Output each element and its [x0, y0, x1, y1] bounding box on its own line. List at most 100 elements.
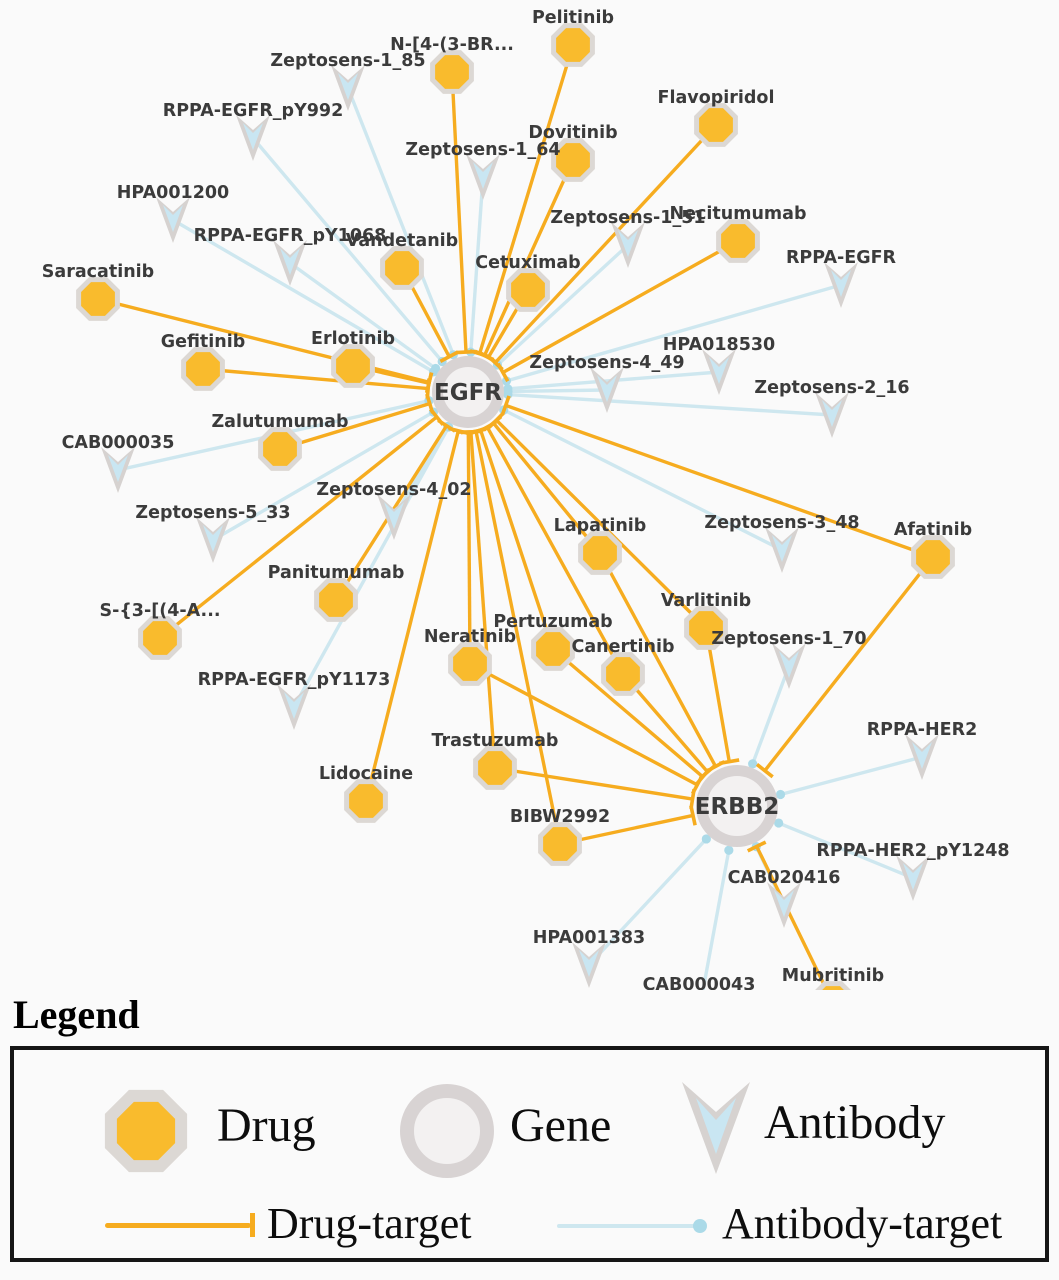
chevron-fill: [774, 890, 794, 917]
antibody-label-cab000043: CAB000043: [643, 975, 756, 990]
antibody-label-rppa-egfr: RPPA-EGFR: [786, 248, 897, 268]
drug-node-varlitinib[interactable]: [684, 606, 728, 650]
antibody-target-edge-rppa-egfr-egfr: [501, 283, 842, 386]
antibody-target-edge-rppa-her2-py1248-erbb2: [774, 818, 914, 880]
antibody-node-cab000035[interactable]: [101, 447, 135, 493]
antibody-node-hpa001200[interactable]: [156, 197, 190, 243]
antibody-target-edge-rppa-egfr-py1173-egfr: [292, 422, 454, 708]
drug-node-n-4-3-br[interactable]: [430, 50, 474, 94]
gene-node-erbb2[interactable]: ERBB2: [695, 765, 780, 847]
gene-label: EGFR: [434, 380, 502, 406]
antibody-target-edge-cab000043-erbb2: [701, 845, 734, 990]
drug-label-neratinib: Neratinib: [424, 627, 516, 647]
drug-target-edge-pelitinib-egfr: [469, 44, 575, 359]
drug-node-panitumumab[interactable]: [314, 578, 358, 622]
drug-target-edge-gefitinib-egfr: [202, 367, 431, 399]
chevron-fill: [597, 375, 617, 402]
drug-node-zalutumumab[interactable]: [258, 427, 302, 471]
antibody-node-zeptosens-1-51[interactable]: [611, 222, 645, 268]
antibody-label-zeptosens-5-33: Zeptosens-5_33: [135, 503, 290, 523]
drug-label-vandetanib: Vandetanib: [346, 231, 458, 251]
antibody-node-hpa018530[interactable]: [702, 349, 736, 395]
drug-node-gefitinib[interactable]: [181, 347, 225, 391]
antibody-node-zeptosens-4-49[interactable]: [590, 367, 624, 413]
drug-target-edge-afatinib-egfr: [500, 395, 934, 559]
drug-node-canertinib[interactable]: [601, 652, 645, 696]
chevron-fill: [203, 525, 223, 552]
antibody-node-zeptosens-2-16[interactable]: [815, 392, 849, 438]
legend-antibody-target-label: Antibody-target: [722, 1199, 1003, 1248]
legend-drug-octagon-icon: [104, 1089, 188, 1173]
drug-target-edge-varlitinib-erbb2: [704, 627, 740, 766]
antibody-target-edge-rppa-egfr-py992-egfr: [251, 136, 447, 367]
chevron-fill: [579, 950, 599, 977]
drug-node-bibw2992[interactable]: [538, 822, 582, 866]
node-labels: Pelitinib N-[4-(3-BR... Dovitinib Flavopiri…: [42, 8, 1010, 990]
antibody-target-edge-zeptosens-3-48-egfr: [499, 405, 783, 552]
drug-label-panitumumab: Panitumumab: [268, 563, 405, 583]
drug-node-saracatinib[interactable]: [76, 277, 120, 321]
gene-node-egfr[interactable]: EGFR: [432, 356, 504, 428]
legend-antibody-chevron-icon: [682, 1082, 750, 1174]
drug-node-neratinib[interactable]: [448, 642, 492, 686]
drug-node-lapatinib[interactable]: [578, 531, 622, 575]
drug-label-gefitinib: Gefitinib: [161, 332, 246, 352]
drug-node-necitumumab[interactable]: [716, 219, 760, 263]
drug-node-cetuximab[interactable]: [506, 268, 550, 312]
chevron-fill: [473, 162, 493, 189]
drug-target-edge-lapatinib-egfr: [484, 415, 602, 555]
antibody-node-zeptosens-1-64[interactable]: [466, 154, 500, 200]
drug-node-afatinib[interactable]: [911, 535, 955, 579]
antibody-node-zeptosens-5-33[interactable]: [196, 517, 230, 563]
legend-gene-label: Gene: [510, 1099, 612, 1152]
antibody-node-rppa-her2-py1248[interactable]: [896, 855, 930, 901]
chevron-fill: [831, 270, 851, 297]
drug-target-edge-bibw2992-erbb2: [559, 805, 697, 846]
antibody-node-cab020416[interactable]: [767, 882, 801, 928]
drug-label-lidocaine: Lidocaine: [319, 764, 413, 784]
drug-node-dovitinib[interactable]: [551, 138, 595, 182]
drug-label-n-4-3-br: N-[4-(3-BR...: [390, 35, 514, 55]
drug-node-pertuzumab[interactable]: [531, 627, 575, 671]
drug-node-lidocaine[interactable]: [344, 779, 388, 823]
antibody-target-edge-zeptosens-5-33-egfr: [212, 407, 439, 542]
drug-target-edge-flavopiridol-egfr: [486, 123, 718, 371]
chevron-fill: [280, 248, 300, 275]
drug-node-trastuzumab[interactable]: [473, 746, 517, 790]
drug-node-erlotinib[interactable]: [331, 344, 375, 388]
drug-label-lapatinib: Lapatinib: [554, 516, 647, 536]
antibody-node-zeptosens-1-85[interactable]: [331, 65, 365, 111]
chevron-fill: [338, 73, 358, 100]
legend-antibody-target-dot: [693, 1219, 707, 1233]
chevron-fill: [903, 863, 923, 890]
antibody-label-cab000035: CAB000035: [62, 433, 175, 453]
drug-node-flavopiridol[interactable]: [694, 103, 738, 147]
gene-nodes: EGFR ERBB2: [432, 356, 779, 847]
drug-node-pelitinib[interactable]: [551, 23, 595, 67]
chevron-fill: [108, 455, 128, 482]
gene-label: ERBB2: [695, 794, 780, 820]
drug-node-mubritinib[interactable]: [814, 981, 853, 990]
drug-node-s-3-4-a[interactable]: [138, 616, 182, 660]
gene-core: [707, 776, 767, 836]
antibody-node-zeptosens-4-02[interactable]: [377, 494, 411, 540]
antibody-node-hpa001383[interactable]: [572, 942, 606, 988]
antibody-target-edge-rppa-egfr-py1068-egfr: [289, 261, 441, 374]
antibody-node-zeptosens-3-48[interactable]: [765, 527, 799, 573]
drug-node-vandetanib[interactable]: [380, 246, 424, 290]
antibody-node-rppa-her2[interactable]: [905, 734, 939, 780]
legend-drug-label: Drug: [217, 1099, 316, 1152]
legend-antibody-target-line: [557, 1224, 697, 1228]
antibody-label-zeptosens-1-70: Zeptosens-1_70: [711, 629, 866, 649]
antibody-node-rppa-egfr-py992[interactable]: [236, 115, 270, 161]
drug-target-edge-pertuzumab-erbb2: [551, 647, 711, 786]
antibody-node-rppa-egfr[interactable]: [824, 262, 858, 308]
antibody-node-rppa-egfr-py1173[interactable]: [277, 684, 311, 730]
drug-target-edge-trastuzumab-erbb2: [494, 766, 696, 810]
antibody-node-rppa-egfr-py1068[interactable]: [273, 240, 307, 286]
antibody-label-hpa001200: HPA001200: [117, 183, 229, 203]
chevron-fill: [243, 123, 263, 150]
drug-label-zalutumumab: Zalutumumab: [211, 412, 348, 432]
antibody-node-zeptosens-1-70[interactable]: [772, 643, 806, 689]
drug-target-edge-trastuzumab-egfr: [460, 429, 497, 769]
